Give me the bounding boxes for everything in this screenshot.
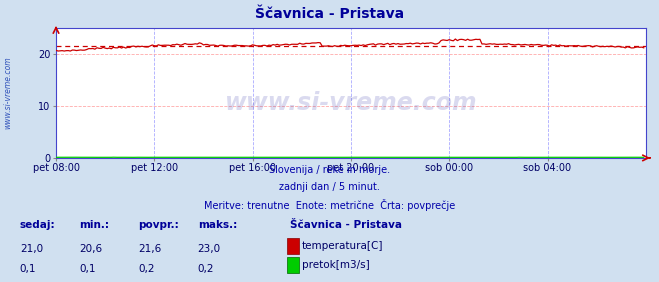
Text: 0,2: 0,2 [198, 264, 214, 274]
Text: 0,1: 0,1 [20, 264, 36, 274]
Text: 23,0: 23,0 [198, 244, 221, 254]
Text: www.si-vreme.com: www.si-vreme.com [3, 57, 13, 129]
Text: 21,6: 21,6 [138, 244, 161, 254]
Text: 21,0: 21,0 [20, 244, 43, 254]
Text: 0,1: 0,1 [79, 264, 96, 274]
Text: min.:: min.: [79, 220, 109, 230]
Text: Ščavnica - Pristava: Ščavnica - Pristava [290, 220, 402, 230]
Text: 0,2: 0,2 [138, 264, 155, 274]
Text: povpr.:: povpr.: [138, 220, 179, 230]
Text: temperatura[C]: temperatura[C] [302, 241, 384, 251]
Text: Meritve: trenutne  Enote: metrične  Črta: povprečje: Meritve: trenutne Enote: metrične Črta: … [204, 199, 455, 211]
Text: 20,6: 20,6 [79, 244, 102, 254]
Text: maks.:: maks.: [198, 220, 237, 230]
Text: Ščavnica - Pristava: Ščavnica - Pristava [255, 7, 404, 21]
Text: zadnji dan / 5 minut.: zadnji dan / 5 minut. [279, 182, 380, 192]
Text: www.si-vreme.com: www.si-vreme.com [225, 91, 477, 115]
Text: sedaj:: sedaj: [20, 220, 55, 230]
Text: pretok[m3/s]: pretok[m3/s] [302, 260, 370, 270]
Text: Slovenija / reke in morje.: Slovenija / reke in morje. [269, 165, 390, 175]
